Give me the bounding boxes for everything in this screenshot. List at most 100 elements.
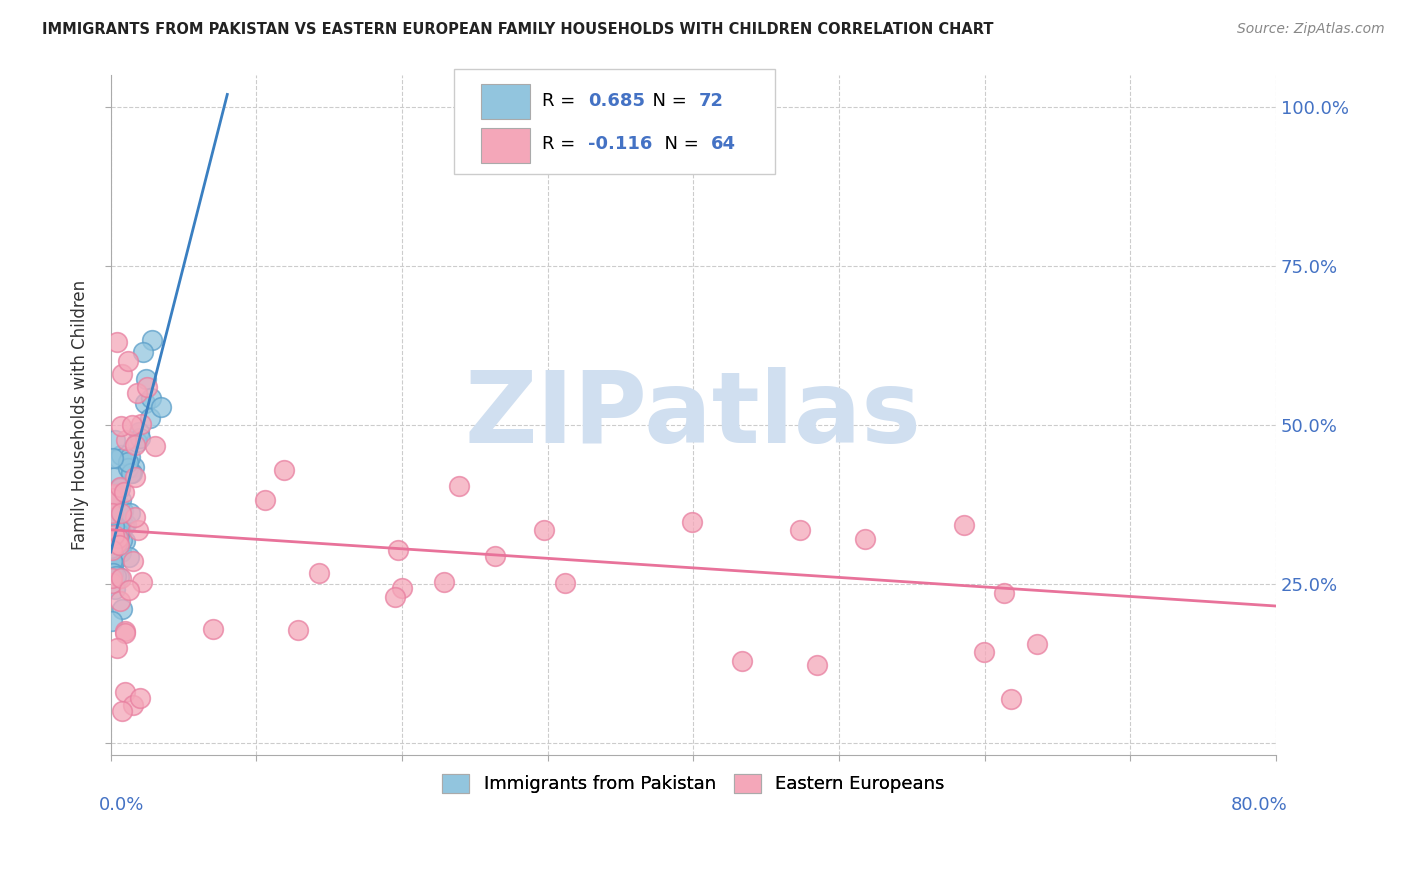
Point: [104, 524, 127, 539]
Point: [105, 335, 128, 350]
Point: [121, 698, 143, 712]
Point: [120, 466, 142, 480]
Point: [1000, 692, 1022, 706]
Point: [114, 624, 136, 638]
Text: N =: N =: [641, 92, 692, 110]
Point: [100, 560, 122, 574]
Point: [131, 575, 153, 590]
Point: [104, 515, 127, 529]
Point: [110, 480, 132, 494]
Point: [110, 506, 132, 520]
Point: [124, 469, 146, 483]
Point: [101, 522, 124, 536]
Point: [132, 344, 155, 359]
Point: [853, 532, 876, 546]
Point: [101, 566, 124, 581]
Y-axis label: Family Households with Children: Family Households with Children: [72, 280, 89, 550]
Point: [104, 469, 127, 483]
Point: [806, 658, 828, 673]
Point: [101, 554, 124, 568]
Point: [110, 448, 132, 462]
Legend: Immigrants from Pakistan, Eastern Europeans: Immigrants from Pakistan, Eastern Europe…: [434, 767, 952, 801]
Point: [433, 574, 456, 589]
Point: [103, 531, 125, 545]
Point: [110, 545, 132, 559]
Point: [103, 519, 125, 533]
Point: [114, 534, 136, 549]
Point: [103, 543, 125, 558]
Point: [134, 396, 156, 410]
Text: 80.0%: 80.0%: [1230, 797, 1288, 814]
Point: [118, 450, 141, 464]
Point: [107, 531, 129, 545]
FancyBboxPatch shape: [481, 84, 530, 120]
Point: [103, 487, 125, 501]
Point: [127, 523, 149, 537]
Point: [125, 386, 148, 401]
Point: [121, 418, 143, 433]
Text: 64: 64: [711, 135, 735, 153]
Point: [150, 400, 173, 414]
Point: [110, 571, 132, 585]
Text: ZIPatlas: ZIPatlas: [465, 367, 922, 464]
Point: [101, 507, 124, 521]
Point: [101, 491, 124, 505]
Point: [114, 685, 136, 699]
Point: [124, 510, 146, 524]
Point: [129, 417, 152, 431]
Point: [103, 531, 125, 545]
Point: [101, 556, 124, 570]
Point: [387, 543, 409, 558]
Point: [107, 569, 129, 583]
Point: [141, 392, 163, 406]
Text: 0.685: 0.685: [589, 92, 645, 110]
Point: [107, 531, 129, 545]
Point: [104, 569, 127, 583]
Point: [287, 623, 309, 637]
Point: [129, 431, 152, 445]
Point: [100, 563, 122, 577]
FancyBboxPatch shape: [481, 128, 530, 163]
Point: [202, 622, 225, 636]
Point: [124, 438, 146, 452]
Point: [101, 503, 124, 517]
Point: [128, 425, 150, 440]
Point: [101, 571, 124, 585]
Point: [101, 500, 124, 514]
Point: [139, 411, 162, 425]
Point: [484, 549, 506, 563]
Point: [111, 533, 134, 547]
Point: [114, 626, 136, 640]
Point: [533, 523, 555, 537]
Point: [105, 535, 128, 549]
Point: [100, 532, 122, 546]
Point: [789, 523, 811, 537]
Point: [108, 499, 131, 513]
Point: [103, 496, 125, 510]
Point: [117, 455, 139, 469]
Point: [141, 333, 163, 347]
Point: [101, 543, 124, 558]
Text: R =: R =: [541, 135, 581, 153]
Point: [104, 433, 127, 447]
Point: [101, 507, 124, 521]
Point: [112, 504, 135, 518]
FancyBboxPatch shape: [454, 69, 775, 174]
Point: [117, 461, 139, 475]
Point: [100, 513, 122, 527]
Point: [121, 466, 143, 480]
Point: [391, 582, 413, 596]
Point: [105, 640, 128, 655]
Point: [110, 419, 132, 434]
Point: [108, 452, 131, 467]
Point: [125, 435, 148, 450]
Point: [110, 493, 132, 508]
Point: [105, 535, 128, 549]
Point: [129, 691, 152, 706]
Point: [118, 550, 141, 565]
Point: [993, 586, 1015, 600]
Point: [104, 525, 127, 540]
Point: [108, 522, 131, 536]
Point: [107, 514, 129, 528]
Point: [273, 462, 295, 476]
